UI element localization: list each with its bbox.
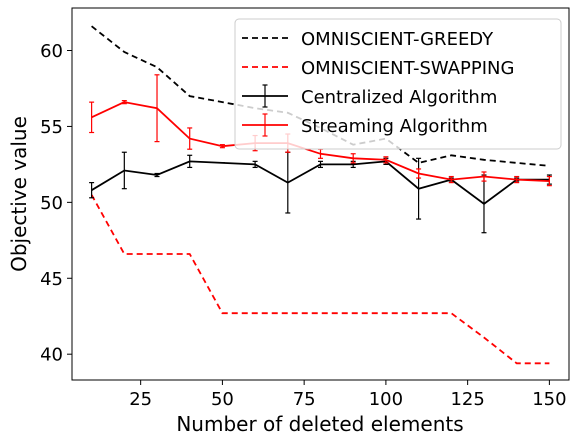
x-axis: 25 50 75 100 125 150 bbox=[129, 380, 567, 410]
legend: OMNISCIENT-GREEDY OMNISCIENT-SWAPPING Cent… bbox=[234, 18, 562, 150]
y-axis: 40 45 50 55 60 bbox=[40, 41, 72, 366]
series-layer bbox=[89, 25, 552, 365]
y-tick-label-55: 55 bbox=[40, 117, 63, 138]
x-tick-label-75: 75 bbox=[293, 389, 316, 410]
y-tick-label-50: 50 bbox=[40, 193, 63, 214]
y-axis-label: Objective value bbox=[7, 116, 31, 272]
legend-box bbox=[234, 18, 562, 150]
plot-frame bbox=[71, 7, 570, 381]
x-tick-label-150: 150 bbox=[532, 389, 566, 410]
x-tick-label-125: 125 bbox=[450, 389, 484, 410]
x-tick-label-50: 50 bbox=[211, 389, 234, 410]
series-line-0 bbox=[91, 25, 550, 167]
legend-label-1: OMNISCIENT-SWAPPING bbox=[301, 58, 514, 79]
series-line-1 bbox=[90, 194, 550, 365]
x-tick-label-25: 25 bbox=[129, 389, 152, 410]
legend-label-0: OMNISCIENT-GREEDY bbox=[301, 29, 494, 50]
legend-label-3: Streaming Algorithm bbox=[301, 116, 488, 137]
x-tick-label-100: 100 bbox=[369, 389, 403, 410]
y-tick-label-60: 60 bbox=[40, 41, 63, 62]
legend-label-2: Centralized Algorithm bbox=[301, 87, 497, 108]
y-tick-label-40: 40 bbox=[40, 345, 63, 366]
x-axis-label: Number of deleted elements bbox=[176, 412, 463, 436]
y-tick-label-45: 45 bbox=[40, 269, 63, 290]
